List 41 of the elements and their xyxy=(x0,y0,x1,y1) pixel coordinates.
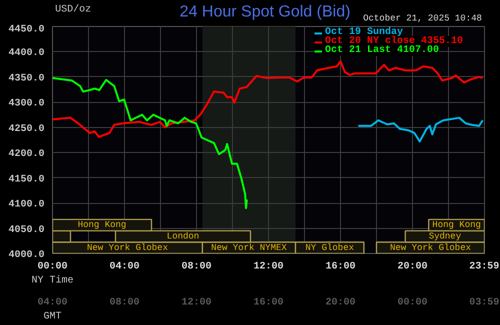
band-label: New York NYMEX xyxy=(211,242,288,253)
y-tick-label: 4000.0 xyxy=(8,250,45,261)
x-tick-label: 12:00 xyxy=(254,262,284,272)
band-label: New York Globex xyxy=(390,242,472,253)
x2-tick-label: 12:00 xyxy=(182,298,212,308)
band-label: London xyxy=(166,231,200,242)
x-tick-label: 04:00 xyxy=(110,262,140,272)
x-tick-label: 23:59 xyxy=(469,262,500,272)
y-tick-label: 4300.0 xyxy=(8,98,45,110)
x-tick-label: 00:00 xyxy=(38,262,68,272)
x2-tick-label: 00:00 xyxy=(398,298,428,308)
x2-axis-title: GMT xyxy=(44,312,62,322)
legend-label: Oct 21 Last 4107.00 xyxy=(325,45,440,56)
x-tick-label: 16:00 xyxy=(326,262,356,272)
line-series xyxy=(52,76,248,210)
y-tick-label: 4400.0 xyxy=(8,48,45,60)
y-tick-label: 4150.0 xyxy=(8,174,45,186)
x-axis-title: NY Time xyxy=(31,274,74,286)
x2-tick-label: 03:59 xyxy=(469,298,500,308)
y-tick-label: 4050.0 xyxy=(8,224,45,236)
band-label: NY Globex xyxy=(305,242,354,253)
band-label: New York Globex xyxy=(86,242,168,253)
x2-tick-label: 04:00 xyxy=(38,298,68,308)
x-tick-label: 20:00 xyxy=(398,262,428,272)
y-tick-label: 4100.0 xyxy=(8,200,45,211)
chart-title: 24 Hour Spot Gold (Bid) xyxy=(180,4,350,20)
x-tick-label: 08:00 xyxy=(182,262,212,272)
line-series xyxy=(357,116,484,143)
y-axis-title: USD/oz xyxy=(55,4,92,16)
chart-subtitle: October 21, 2025 10:48 xyxy=(363,14,482,24)
y-tick-label: 4350.0 xyxy=(8,73,45,84)
y-tick-label: 4200.0 xyxy=(8,149,45,160)
y-tick-label: 4250.0 xyxy=(8,124,45,135)
x2-tick-label: 08:00 xyxy=(110,298,140,308)
x2-tick-label: 16:00 xyxy=(254,298,284,308)
y-tick-label: 4450.0 xyxy=(8,24,45,36)
line-series xyxy=(52,60,484,138)
band-label: Sydney xyxy=(428,231,462,242)
band-label: Hong Kong xyxy=(78,220,126,230)
band-label: Hong Kong xyxy=(432,220,481,230)
x2-tick-label: 20:00 xyxy=(326,298,356,308)
